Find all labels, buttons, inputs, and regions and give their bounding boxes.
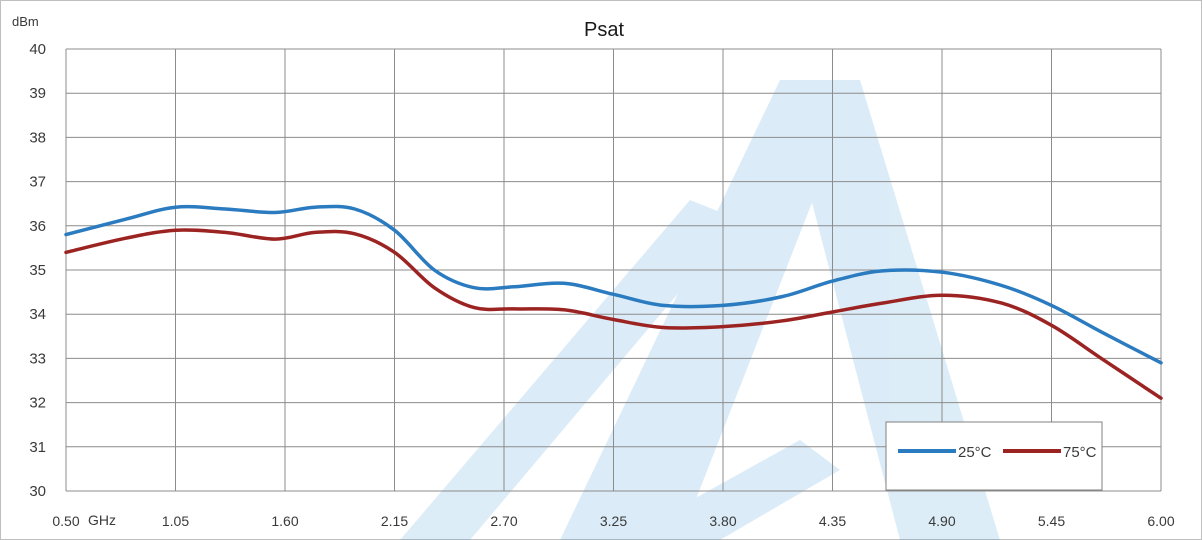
series-line-75c [64,228,1163,400]
y-tick-label: 32 [29,395,46,412]
y-tick-label: 33 [29,350,46,367]
y-tick-label: 40 [29,41,46,58]
watermark-stroke-left [560,80,860,540]
x-axis-tick-labels: 0.50 1.05 1.60 2.15 2.70 3.25 3.80 4.35 4.90 5.45… [52,513,1174,529]
y-tick-label: 39 [29,85,46,102]
legend-box [885,421,1103,491]
y-tick-label: 31 [29,439,46,456]
x-tick-label: 1.05 [162,513,189,529]
x-tick-label: 2.15 [381,513,408,529]
x-tick-label: 3.25 [600,513,627,529]
x-tick-label: 2.70 [490,513,517,529]
series-line-25c [64,204,1163,365]
y-axis-tick-labels: 30 31 32 33 34 35 36 37 38 39 40 [29,41,46,500]
x-tick-label: 4.35 [819,513,846,529]
x-tick-label: 5.45 [1038,513,1065,529]
x-axis-unit-label: GHz [88,512,116,528]
y-tick-label: 37 [29,174,46,191]
legend: 25°C 75°C [885,421,1103,491]
y-tick-label: 34 [29,306,46,323]
legend-label-25c: 25°C [958,444,992,461]
y-tick-label: 38 [29,129,46,146]
y-tick-label: 36 [29,218,46,235]
x-tick-label: 6.00 [1147,513,1174,529]
x-tick-label: 0.50 [52,513,79,529]
series-group [64,204,1163,400]
chart-title: Psat [584,19,624,41]
legend-label-75c: 75°C [1063,444,1097,461]
x-tick-label: 3.80 [709,513,736,529]
y-axis-unit-label: dBm [12,14,39,29]
y-tick-label: 35 [29,262,46,279]
watermark-stroke-base [620,440,840,540]
watermark-stroke-inner [400,200,740,540]
x-tick-label: 1.60 [271,513,298,529]
x-tick-label: 4.90 [928,513,955,529]
y-tick-label: 30 [29,483,46,500]
